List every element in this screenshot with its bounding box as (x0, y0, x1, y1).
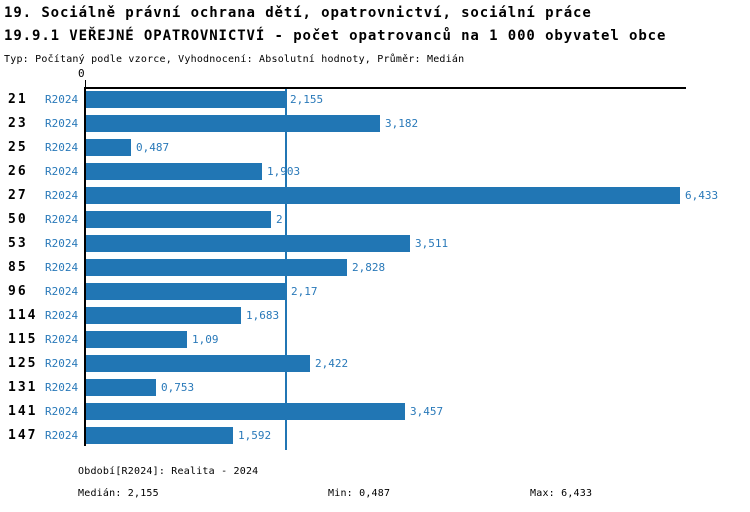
bar (86, 91, 285, 108)
bar-value-label: 6,433 (685, 189, 719, 202)
row-series-label: R2024 (45, 261, 79, 274)
bar (86, 235, 410, 252)
bar-value-label: 3,511 (415, 237, 449, 250)
bar-value-label: 3,182 (385, 117, 419, 130)
row-category-label: 147 (8, 428, 38, 443)
row-category-label: 21 (8, 92, 28, 107)
row-category-label: 27 (8, 188, 28, 203)
footer-median-label: Medián: 2,155 (78, 488, 159, 499)
chart-row: 21 R2024 2,155 (0, 91, 750, 108)
row-category-label: 53 (8, 236, 28, 251)
chart-row: 50 R2024 2 (0, 211, 750, 228)
bar (86, 283, 286, 300)
row-category-label: 115 (8, 332, 38, 347)
bar (86, 403, 405, 420)
bar-value-label: 3,457 (410, 405, 444, 418)
chart-row: 26 R2024 1,903 (0, 163, 750, 180)
bar-value-label: 2,422 (315, 357, 349, 370)
row-series-label: R2024 (45, 309, 79, 322)
row-category-label: 25 (8, 140, 28, 155)
bar-value-label: 2,828 (352, 261, 386, 274)
x-axis-line (85, 87, 686, 89)
row-series-label: R2024 (45, 429, 79, 442)
chart-row: 141 R2024 3,457 (0, 403, 750, 420)
bar (86, 379, 156, 396)
bar-value-label: 2,17 (291, 285, 318, 298)
row-category-label: 96 (8, 284, 28, 299)
bar-value-label: 1,903 (267, 165, 301, 178)
chart-row: 25 R2024 0,487 (0, 139, 750, 156)
row-category-label: 125 (8, 356, 38, 371)
row-series-label: R2024 (45, 405, 79, 418)
report-indicator-title: 19.9.1 VEŘEJNÉ OPATROVNICTVÍ - počet opa… (4, 28, 667, 44)
report-section-title: 19. Sociálně právní ochrana dětí, opatro… (4, 5, 592, 21)
chart-row: 131 R2024 0,753 (0, 379, 750, 396)
row-series-label: R2024 (45, 165, 79, 178)
row-category-label: 26 (8, 164, 28, 179)
bar-value-label: 2,155 (290, 93, 324, 106)
bar-value-label: 0,487 (136, 141, 170, 154)
y-axis-line (84, 87, 86, 446)
bar-value-label: 1,09 (192, 333, 219, 346)
bar-value-label: 2 (276, 213, 283, 226)
bar (86, 307, 241, 324)
chart-row: 23 R2024 3,182 (0, 115, 750, 132)
row-category-label: 85 (8, 260, 28, 275)
row-category-label: 131 (8, 380, 38, 395)
bar-value-label: 0,753 (161, 381, 195, 394)
row-series-label: R2024 (45, 285, 79, 298)
chart-row: 147 R2024 1,592 (0, 427, 750, 444)
row-series-label: R2024 (45, 237, 79, 250)
chart-row: 27 R2024 6,433 (0, 187, 750, 204)
bar (86, 355, 310, 372)
bar (86, 427, 233, 444)
row-series-label: R2024 (45, 93, 79, 106)
bar (86, 187, 680, 204)
footer-period-label: Období[R2024]: Realita - 2024 (78, 466, 259, 477)
chart-row: 115 R2024 1,09 (0, 331, 750, 348)
row-series-label: R2024 (45, 213, 79, 226)
chart-row: 125 R2024 2,422 (0, 355, 750, 372)
bar (86, 115, 380, 132)
bar-value-label: 1,592 (238, 429, 272, 442)
bar (86, 139, 131, 156)
row-category-label: 23 (8, 116, 28, 131)
row-series-label: R2024 (45, 141, 79, 154)
row-series-label: R2024 (45, 357, 79, 370)
row-series-label: R2024 (45, 189, 79, 202)
footer-min-label: Min: 0,487 (328, 488, 391, 499)
row-category-label: 141 (8, 404, 38, 419)
footer-max-label: Max: 6,433 (530, 488, 593, 499)
report-meta-line: Typ: Počítaný podle vzorce, Vyhodnocení:… (4, 54, 465, 65)
row-series-label: R2024 (45, 117, 79, 130)
bar (86, 331, 187, 348)
x-axis-tick (85, 80, 86, 87)
chart-row: 53 R2024 3,511 (0, 235, 750, 252)
bar (86, 259, 347, 276)
bar (86, 211, 271, 228)
x-axis-zero-label: 0 (78, 67, 85, 80)
chart-row: 85 R2024 2,828 (0, 259, 750, 276)
bar (86, 163, 262, 180)
chart-row: 96 R2024 2,17 (0, 283, 750, 300)
row-category-label: 114 (8, 308, 38, 323)
chart-row: 114 R2024 1,683 (0, 307, 750, 324)
row-series-label: R2024 (45, 333, 79, 346)
row-series-label: R2024 (45, 381, 79, 394)
row-category-label: 50 (8, 212, 28, 227)
bar-value-label: 1,683 (246, 309, 280, 322)
